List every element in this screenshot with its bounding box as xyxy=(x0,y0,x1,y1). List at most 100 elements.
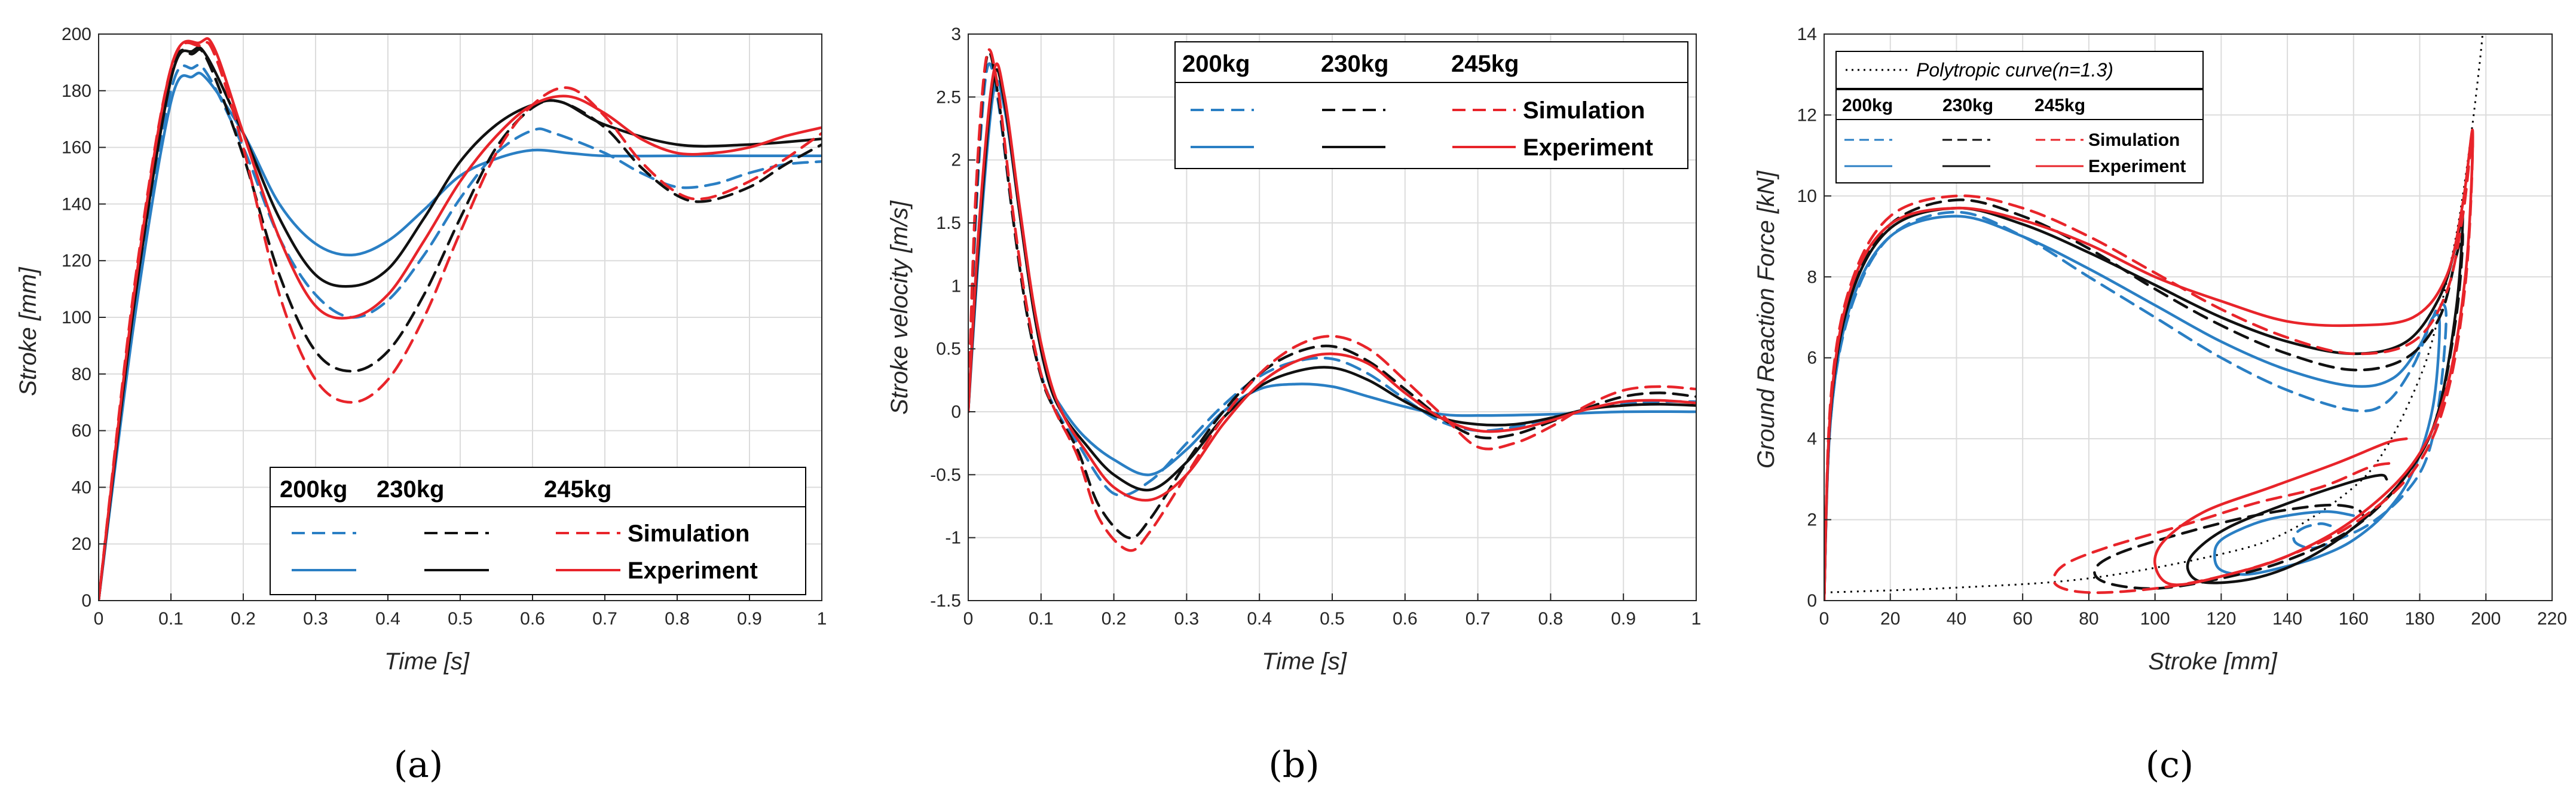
legend-experiment-label: Experiment xyxy=(628,558,758,584)
x-tick-label: 0.6 xyxy=(520,609,545,629)
series-245kg-experiment xyxy=(968,62,1696,502)
x-tick-label: 0.3 xyxy=(1174,609,1200,629)
chart-a-ylabel: Stroke [mm] xyxy=(15,267,41,396)
y-tick-label: 40 xyxy=(72,477,91,497)
x-tick-label: 140 xyxy=(2272,609,2302,629)
series-200kg-simulation xyxy=(968,62,1696,497)
legend-mass-245: 245kg xyxy=(1451,51,1519,77)
y-tick-label: 0 xyxy=(81,591,91,611)
y-tick-label: 2 xyxy=(1807,510,1817,530)
x-tick-label: 0.5 xyxy=(1320,609,1345,629)
axes-frame xyxy=(1824,33,2553,601)
legend-simulation-label: Simulation xyxy=(628,521,749,547)
x-tick-label: 0.5 xyxy=(448,609,473,629)
chart-b-legend: 200kg 230kg 245kg Simulation Experiment xyxy=(1174,41,1688,169)
x-tick-label: 180 xyxy=(2405,609,2435,629)
chart-b-xlabel: Time [s] xyxy=(1262,648,1347,675)
legend-box xyxy=(1835,89,2204,183)
legend-mass-230: 230kg xyxy=(1321,51,1388,77)
x-tick-label: 1 xyxy=(1691,609,1702,629)
chart-b-velocity-vs-time: 0 0.1 0.2 0.3 0.4 0.5 0.6 0.7 0.8 0.9 1 -1.5 -1 -0.5 0… xyxy=(930,25,1701,629)
x-tick-label: 0.2 xyxy=(231,609,256,629)
series-245kg-experiment xyxy=(1824,128,2474,601)
y-tick-label: 6 xyxy=(1807,348,1817,368)
legend-mass-200: 200kg xyxy=(280,476,347,503)
legend-mass-230: 230kg xyxy=(1942,96,1993,115)
x-tick-label: 80 xyxy=(2079,609,2098,629)
y-tick-label: 160 xyxy=(62,138,91,158)
legend-experiment-label: Experiment xyxy=(1523,134,1653,161)
y-tick-label: 3 xyxy=(951,25,961,44)
legend-box xyxy=(1174,41,1688,169)
legend-simulation-label: Simulation xyxy=(2088,130,2180,150)
y-tick-label: 12 xyxy=(1797,105,1817,125)
x-tick-label: 1 xyxy=(817,609,827,629)
chart-c-legend: Polytropic curve(n=1.3) 200kg 230kg 245k… xyxy=(1835,51,2204,183)
chart-a-xlabel: Time [s] xyxy=(384,648,470,675)
y-tick-label: 2.5 xyxy=(936,87,961,107)
x-tick-label: 0.8 xyxy=(665,609,690,629)
chart-a-legend: 200kg 230kg 245kg Simulation Experiment xyxy=(270,467,806,595)
series-245kg-simulation xyxy=(968,48,1696,552)
y-tick-label: 180 xyxy=(62,81,91,101)
y-tick-label: 200 xyxy=(62,25,91,44)
y-tick-label: 0 xyxy=(1807,591,1817,611)
legend-polytropic-box xyxy=(1835,51,2204,89)
x-tick-label: 20 xyxy=(1880,609,1900,629)
legend-simulation-label: Simulation xyxy=(1523,97,1645,124)
series-group xyxy=(1824,34,2484,601)
y-tick-label: 4 xyxy=(1807,429,1817,449)
x-tick-label: 0.4 xyxy=(375,609,400,629)
x-tick-label: 0.3 xyxy=(303,609,328,629)
x-tick-label: 0.6 xyxy=(1393,609,1418,629)
x-tick-label: 40 xyxy=(1947,609,1966,629)
x-tick-label: 0 xyxy=(1819,609,1829,629)
legend-mass-245: 245kg xyxy=(2035,96,2085,115)
y-tick-label: -0.5 xyxy=(930,465,961,485)
y-tick-label: 80 xyxy=(72,365,91,384)
series-245kg-experiment xyxy=(99,37,822,601)
series-230kg-simulation xyxy=(968,51,1696,540)
y-tick-label: -1 xyxy=(945,528,961,548)
x-tick-label: 120 xyxy=(2206,609,2236,629)
y-tick-label: 100 xyxy=(62,308,91,327)
series-group xyxy=(968,48,1696,552)
chart-c-ylabel: Ground Reaction Force [kN] xyxy=(1753,170,1779,469)
y-tick-label: 0.5 xyxy=(936,339,961,359)
legend-mass-200: 200kg xyxy=(1182,51,1250,77)
x-tick-label: 0.2 xyxy=(1102,609,1127,629)
y-tick-label: 1 xyxy=(951,276,961,296)
panel-label-a: (a) xyxy=(394,744,443,786)
chart-c-xlabel: Stroke [mm] xyxy=(2148,648,2277,675)
x-tick-label: 0.7 xyxy=(1466,609,1491,629)
legend-polytropic-label: Polytropic curve(n=1.3) xyxy=(1916,59,2113,81)
y-tick-label: 14 xyxy=(1797,25,1817,44)
legend-experiment-label: Experiment xyxy=(2088,157,2186,176)
series-200kg-experiment xyxy=(968,79,1696,476)
x-tick-label: 100 xyxy=(2140,609,2170,629)
series-group xyxy=(99,37,822,601)
legend-mass-230: 230kg xyxy=(377,476,444,503)
y-tick-label: 0 xyxy=(951,402,961,422)
y-tick-label: -1.5 xyxy=(930,591,961,611)
y-tick-label: 140 xyxy=(62,194,91,214)
series-230kg-experiment xyxy=(99,45,822,601)
x-tick-label: 0.9 xyxy=(737,609,762,629)
panel-label-c: (c) xyxy=(2146,744,2193,786)
x-tick-label: 160 xyxy=(2339,609,2369,629)
x-tick-label: 0.8 xyxy=(1538,609,1564,629)
legend-mass-200: 200kg xyxy=(1842,96,1893,115)
x-tick-label: 0.7 xyxy=(592,609,617,629)
x-tick-label: 60 xyxy=(2012,609,2032,629)
x-tick-label: 220 xyxy=(2537,609,2567,629)
y-tick-label: 1.5 xyxy=(936,213,961,233)
x-tick-label: 0.4 xyxy=(1247,609,1272,629)
legend-mass-245: 245kg xyxy=(544,476,611,503)
y-tick-label: 120 xyxy=(62,251,91,271)
y-tick-label: 10 xyxy=(1797,186,1817,206)
x-tick-label: 0 xyxy=(963,609,974,629)
chart-b-ylabel: Stroke velocity [m/s] xyxy=(886,200,913,415)
x-tick-label: 0.9 xyxy=(1611,609,1636,629)
x-tick-label: 0.1 xyxy=(158,609,183,629)
